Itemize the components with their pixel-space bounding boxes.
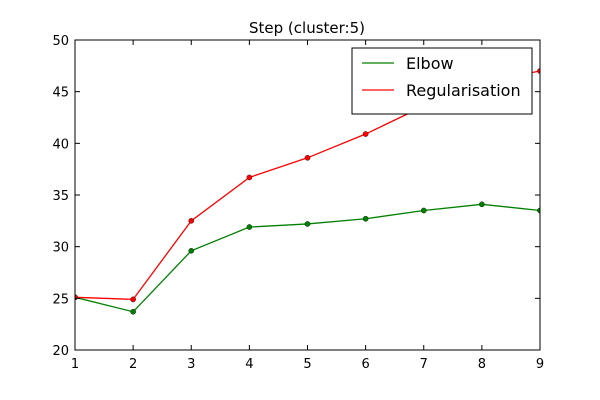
y-tick-label: 25 [52,292,69,307]
data-point-1-5 [304,221,311,227]
data-point-1-7 [420,207,427,214]
data-point-2-5 [304,154,311,161]
x-tick-label: 2 [129,357,137,372]
x-tick-label: 1 [71,357,79,372]
data-point-2-2 [130,296,136,303]
x-tick-label: 9 [536,357,544,372]
data-point-2-4 [246,174,253,181]
legend-box [351,47,533,115]
data-point-1-9 [537,207,540,214]
data-point-1-4 [246,224,253,230]
x-tick-label: 7 [420,357,428,372]
x-tick-label: 6 [361,357,369,372]
legend-label-2: Regularisation [406,81,521,100]
x-tick-label: 3 [187,357,195,372]
legend: Elbow Regularisation [351,47,533,115]
data-point-1-6 [362,215,369,222]
data-point-1-8 [479,201,485,208]
data-point-2-6 [362,131,369,137]
legend-label-1: Elbow [406,54,454,73]
y-tick-label: 20 [52,344,69,359]
y-tick-label: 45 [52,86,69,101]
x-tick-label: 4 [245,357,253,372]
y-tick-label: 50 [52,34,69,49]
data-point-2-9 [537,68,540,74]
y-tick-label: 30 [52,241,69,256]
chart-title: Step (cluster:5) [249,19,365,37]
data-point-1-3 [188,247,195,254]
x-tick-label: 5 [303,357,311,372]
series-line-1 [75,203,540,313]
data-point-2-3 [188,218,195,224]
data-point-1-2 [130,308,136,315]
y-tick-label: 35 [52,189,69,204]
x-tick-label: 8 [478,357,486,372]
y-tick-label: 40 [52,137,69,152]
